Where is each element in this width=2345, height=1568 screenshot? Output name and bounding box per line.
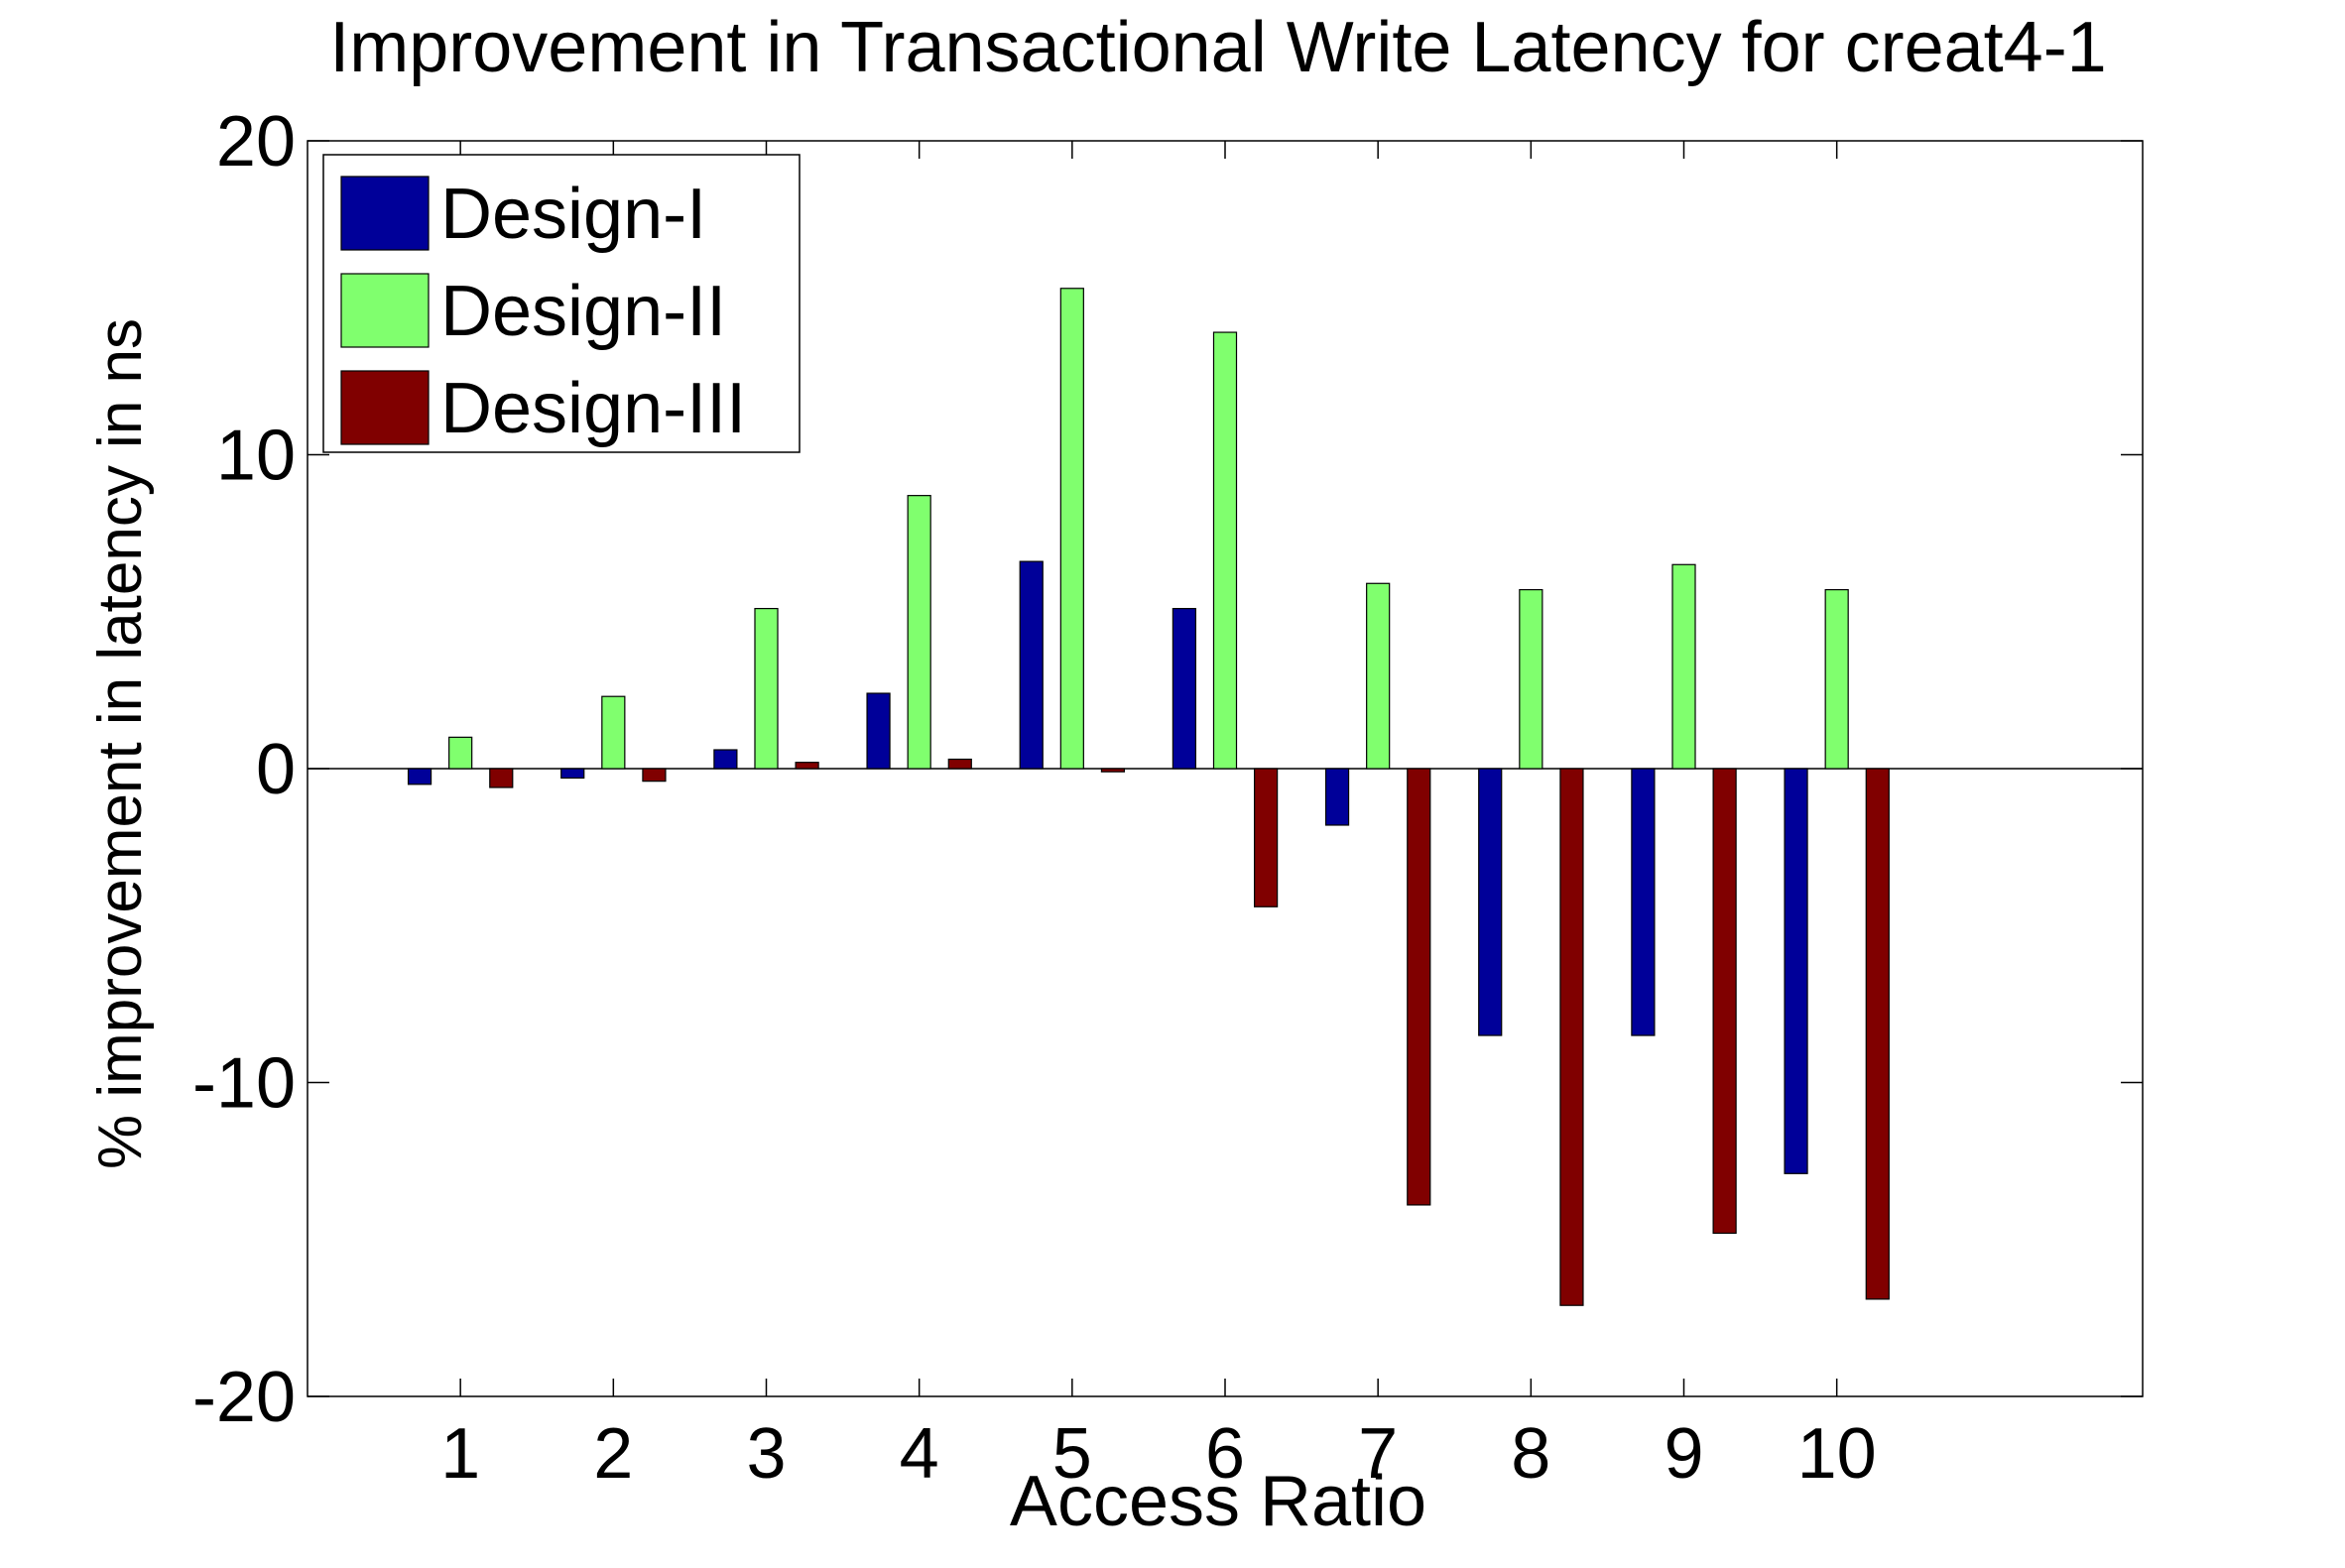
y-axis-label: % improvement in latency in ns [86,318,155,1169]
bar-design-i-7 [1324,768,1350,826]
bar-design-iii-7 [1407,768,1431,1206]
bar-design-iii-9 [1712,768,1737,1235]
legend-swatch-design-i [340,176,430,251]
bar-design-i-9 [1631,768,1656,1036]
x-tick-label: 10 [1797,1414,1877,1494]
bar-design-ii-8 [1519,588,1543,770]
bar-design-ii-5 [1059,288,1084,770]
bar-design-iii-10 [1865,768,1890,1300]
legend: Design-I Design-II Design-III [322,154,801,453]
bar-design-iii-6 [1253,768,1279,907]
bar-design-ii-6 [1212,331,1238,770]
legend-swatch-design-ii [340,273,430,348]
bar-design-ii-2 [601,695,626,770]
legend-label-design-iii: Design-III [440,369,746,448]
bar-design-i-10 [1784,768,1808,1174]
x-tick-label: 5 [1052,1414,1092,1494]
y-tick-label: 10 [216,417,296,496]
bar-design-ii-10 [1824,588,1849,770]
y-tick-label: -10 [192,1044,296,1124]
x-tick-label: 3 [746,1414,786,1494]
chart-title: Improvement in Transactional Write Laten… [329,8,2106,87]
x-tick-label: 1 [440,1414,480,1494]
bar-design-ii-7 [1366,582,1391,770]
bar-design-i-2 [560,768,585,780]
bar-design-i-5 [1019,560,1044,770]
bar-design-ii-4 [907,495,931,770]
x-tick-label: 4 [900,1414,939,1494]
bar-design-iii-2 [642,768,667,783]
bar-design-i-4 [866,692,891,770]
x-tick-label: 7 [1358,1414,1398,1494]
legend-swatch-design-iii [340,370,430,445]
y-tick-label: 20 [216,102,296,181]
x-tick-label: 8 [1511,1414,1550,1494]
bar-design-iii-1 [489,768,514,788]
legend-label-design-i: Design-I [440,175,706,254]
legend-label-design-ii: Design-II [440,272,726,351]
bar-design-i-1 [407,768,432,785]
bar-design-ii-3 [754,607,779,770]
x-tick-label: 9 [1664,1414,1703,1494]
bar-design-ii-9 [1671,563,1696,770]
y-tick-label: 0 [256,730,296,809]
bar-design-ii-1 [448,736,473,770]
bar-design-i-3 [713,749,738,770]
x-axis-label: Access Ratio [1010,1462,1426,1541]
x-tick-label: 6 [1205,1414,1245,1494]
y-tick-label: -20 [192,1358,296,1437]
bar-design-iii-4 [947,758,972,770]
bar-design-iii-3 [795,762,819,770]
bar-design-iii-8 [1559,768,1584,1306]
bar-design-iii-5 [1100,768,1126,773]
x-tick-label: 2 [593,1414,633,1494]
bar-design-i-6 [1172,607,1197,770]
bar-design-i-8 [1478,768,1503,1036]
